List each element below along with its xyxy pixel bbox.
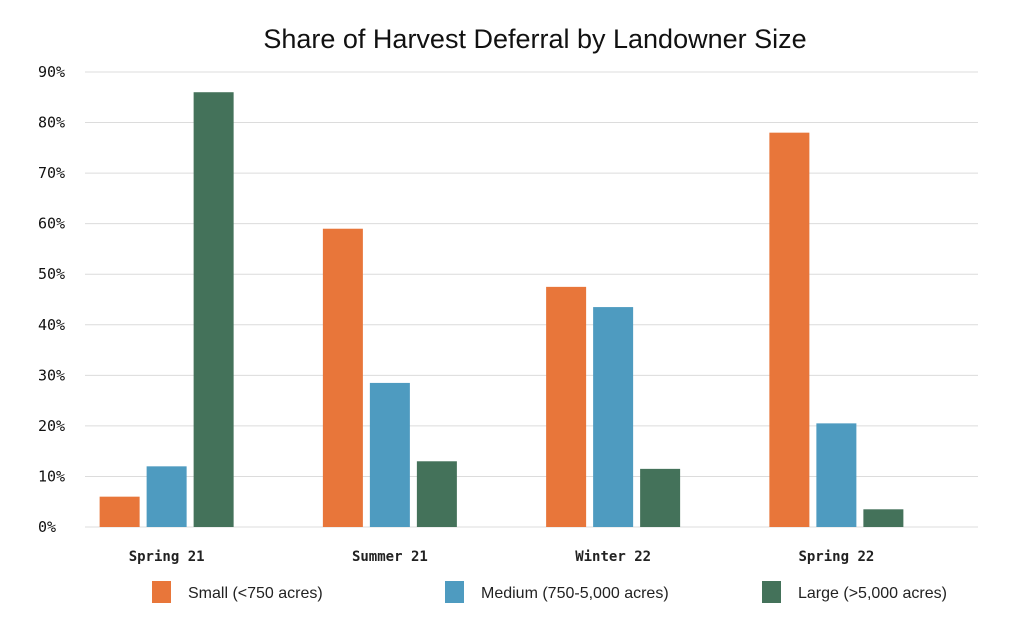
legend-swatch (445, 581, 464, 603)
bar (416, 461, 457, 527)
y-tick-label: 50% (38, 265, 65, 283)
bar (816, 423, 857, 527)
x-axis-ticks: Spring 21 Summer 21 Winter 22 Spring 22 (129, 549, 875, 565)
y-tick-label: 40% (38, 316, 65, 334)
y-tick-label: 60% (38, 215, 65, 233)
legend-swatch (152, 581, 171, 603)
bar (193, 92, 234, 527)
y-tick-label: 70% (38, 164, 65, 182)
y-tick-label: 30% (38, 366, 65, 384)
bar (546, 286, 587, 527)
legend-label: Medium (750-5,000 acres) (481, 585, 669, 602)
bar (593, 307, 634, 527)
bar (322, 228, 363, 527)
y-tick-label: 90% (38, 63, 65, 81)
bars (99, 92, 904, 527)
y-axis-ticks: 0% 10% 20% 30% 40% 50% 60% 70% 80% 90% (38, 63, 65, 536)
bar (369, 382, 410, 527)
bar (863, 509, 904, 527)
legend-swatch (762, 581, 781, 603)
bar (640, 468, 681, 527)
x-tick-label: Spring 22 (798, 549, 874, 565)
y-tick-label: 20% (38, 417, 65, 435)
x-tick-label: Winter 22 (575, 549, 651, 565)
y-tick-label: 80% (38, 114, 65, 132)
legend-label: Large (>5,000 acres) (798, 585, 947, 602)
x-tick-label: Spring 21 (129, 549, 205, 565)
legend-label: Small (<750 acres) (188, 585, 323, 602)
y-tick-label: 0% (38, 518, 56, 536)
bar (146, 466, 187, 527)
legend: Small (<750 acres) Medium (750-5,000 acre… (152, 581, 947, 603)
x-tick-label: Summer 21 (352, 549, 428, 565)
gridlines (85, 71, 978, 528)
chart-title: Share of Harvest Deferral by Landowner S… (263, 24, 806, 54)
y-tick-label: 10% (38, 467, 65, 485)
bar (99, 496, 140, 527)
bar (769, 132, 810, 527)
